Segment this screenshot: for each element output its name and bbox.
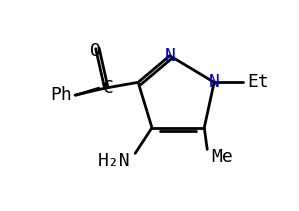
Text: C: C bbox=[103, 79, 114, 97]
Text: O: O bbox=[90, 42, 101, 60]
Text: N: N bbox=[209, 73, 219, 91]
Text: Ph: Ph bbox=[50, 86, 72, 104]
Text: Et: Et bbox=[248, 73, 269, 91]
Text: Me: Me bbox=[211, 148, 233, 166]
Text: N: N bbox=[164, 47, 175, 65]
Text: H₂N: H₂N bbox=[98, 152, 131, 170]
